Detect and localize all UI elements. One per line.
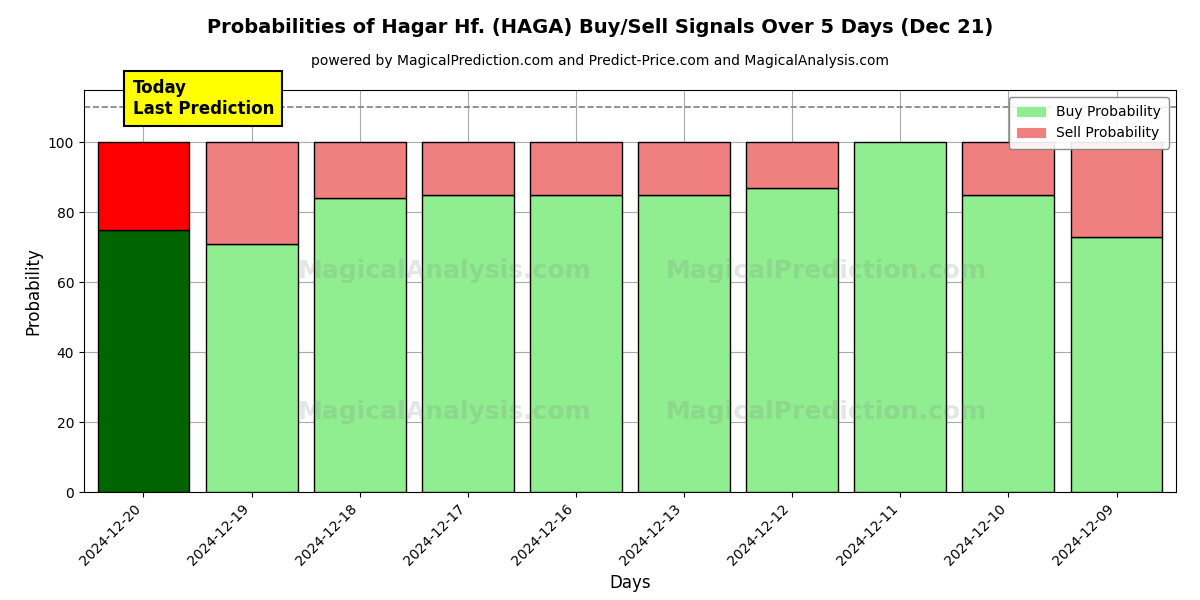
Bar <box>313 142 406 199</box>
Bar <box>97 230 190 492</box>
Text: Probabilities of Hagar Hf. (HAGA) Buy/Sell Signals Over 5 Days (Dec 21): Probabilities of Hagar Hf. (HAGA) Buy/Se… <box>206 18 994 37</box>
Bar <box>205 142 298 244</box>
Bar <box>530 195 622 492</box>
Text: Today
Last Prediction: Today Last Prediction <box>133 79 274 118</box>
Bar <box>746 188 838 492</box>
Text: MagicalAnalysis.com: MagicalAnalysis.com <box>298 400 592 424</box>
Bar <box>422 195 514 492</box>
Bar <box>962 142 1055 195</box>
Bar <box>313 199 406 492</box>
Bar <box>97 142 190 230</box>
Bar <box>854 142 947 492</box>
Text: MagicalPrediction.com: MagicalPrediction.com <box>666 259 988 283</box>
Bar <box>638 195 730 492</box>
Bar <box>422 142 514 195</box>
Bar <box>1070 142 1163 237</box>
X-axis label: Days: Days <box>610 574 650 592</box>
Bar <box>530 142 622 195</box>
Text: MagicalAnalysis.com: MagicalAnalysis.com <box>298 259 592 283</box>
Bar <box>1070 237 1163 492</box>
Text: MagicalPrediction.com: MagicalPrediction.com <box>666 400 988 424</box>
Bar <box>746 142 838 188</box>
Bar <box>962 195 1055 492</box>
Legend: Buy Probability, Sell Probability: Buy Probability, Sell Probability <box>1009 97 1169 149</box>
Bar <box>205 244 298 492</box>
Y-axis label: Probability: Probability <box>24 247 42 335</box>
Bar <box>638 142 730 195</box>
Text: powered by MagicalPrediction.com and Predict-Price.com and MagicalAnalysis.com: powered by MagicalPrediction.com and Pre… <box>311 54 889 68</box>
